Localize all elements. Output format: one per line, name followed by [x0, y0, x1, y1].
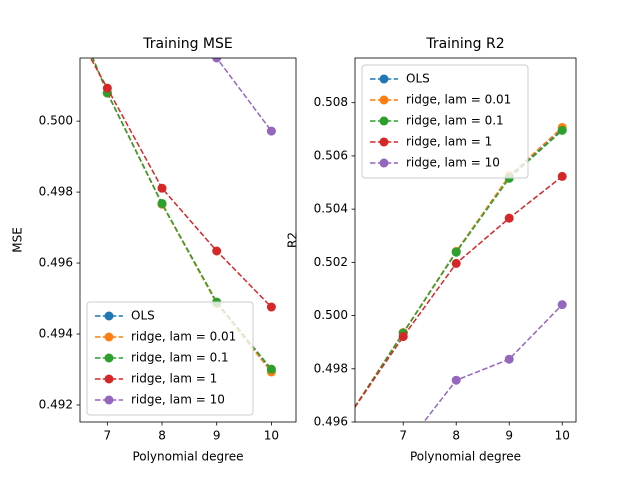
x-tick-label: 10 [264, 429, 279, 443]
legend-label: ridge, lam = 10 [131, 393, 225, 407]
y-tick-label: 0.500 [314, 308, 348, 322]
data-point [266, 302, 276, 312]
y-tick-label: 0.502 [314, 255, 348, 269]
legend-label: ridge, lam = 1 [406, 135, 492, 149]
legend-label: ridge, lam = 0.01 [406, 93, 511, 107]
legend-marker [104, 374, 114, 384]
legend-marker [379, 74, 389, 84]
x-tick-label: 8 [158, 429, 166, 443]
legend-marker [379, 137, 389, 147]
data-point [157, 198, 167, 208]
y-axis-label: R2 [286, 232, 300, 248]
y-tick-label: 0.508 [314, 95, 348, 109]
data-point [451, 247, 461, 257]
legend-label: ridge, lam = 0.01 [131, 330, 236, 344]
data-point [266, 126, 276, 136]
data-point [212, 58, 222, 63]
y-tick-label: 0.504 [314, 202, 348, 216]
data-point [157, 183, 167, 193]
data-point [212, 246, 222, 256]
legend-marker [104, 311, 114, 321]
y-tick-label: 0.500 [39, 114, 73, 128]
legend-label: OLS [131, 309, 155, 323]
data-point [398, 332, 408, 342]
data-point [557, 300, 567, 310]
data-point [158, 0, 167, 1]
data-point [451, 375, 461, 385]
data-point [557, 125, 567, 135]
y-tick-label: 0.496 [39, 256, 73, 270]
y-tick-label: 0.496 [314, 415, 348, 429]
x-axis-label: Polynomial degree [410, 450, 521, 464]
series-line [215, 58, 272, 132]
y-tick-label: 0.506 [314, 148, 348, 162]
legend-label: ridge, lam = 0.1 [131, 351, 229, 365]
legend-marker [379, 158, 389, 168]
data-point [504, 354, 514, 364]
legend-label: ridge, lam = 10 [406, 156, 500, 170]
data-point [451, 258, 461, 268]
legend-box [361, 64, 529, 179]
y-tick-label: 0.498 [314, 361, 348, 375]
legend-box [86, 301, 254, 416]
x-tick-label: 9 [505, 429, 513, 443]
y-tick-label: 0.492 [39, 397, 73, 411]
legend-marker [379, 116, 389, 126]
legend-marker [104, 332, 114, 342]
data-point [399, 444, 408, 453]
x-tick-label: 10 [555, 429, 570, 443]
legend-marker [104, 395, 114, 405]
data-point [557, 171, 567, 181]
x-tick-label: 7 [399, 429, 407, 443]
x-axis-label: Polynomial degree [132, 450, 243, 464]
axes-frame [79, 57, 297, 423]
data-point [102, 83, 112, 93]
chart-title: Training MSE [142, 36, 233, 52]
y-axis-label: MSE [11, 227, 25, 253]
data-point [266, 364, 276, 374]
chart-title: Training R2 [425, 36, 504, 52]
data-point [504, 213, 514, 223]
legend-label: OLS [406, 72, 430, 86]
legend-marker [104, 353, 114, 363]
legend-marker [379, 95, 389, 105]
x-tick-label: 9 [213, 429, 221, 443]
legend-label: ridge, lam = 0.1 [406, 114, 504, 128]
y-tick-label: 0.494 [39, 327, 73, 341]
x-tick-label: 7 [104, 429, 112, 443]
x-tick-label: 8 [452, 429, 460, 443]
axes-frame [354, 57, 577, 423]
legend-label: ridge, lam = 1 [131, 372, 217, 386]
y-tick-label: 0.498 [39, 185, 73, 199]
